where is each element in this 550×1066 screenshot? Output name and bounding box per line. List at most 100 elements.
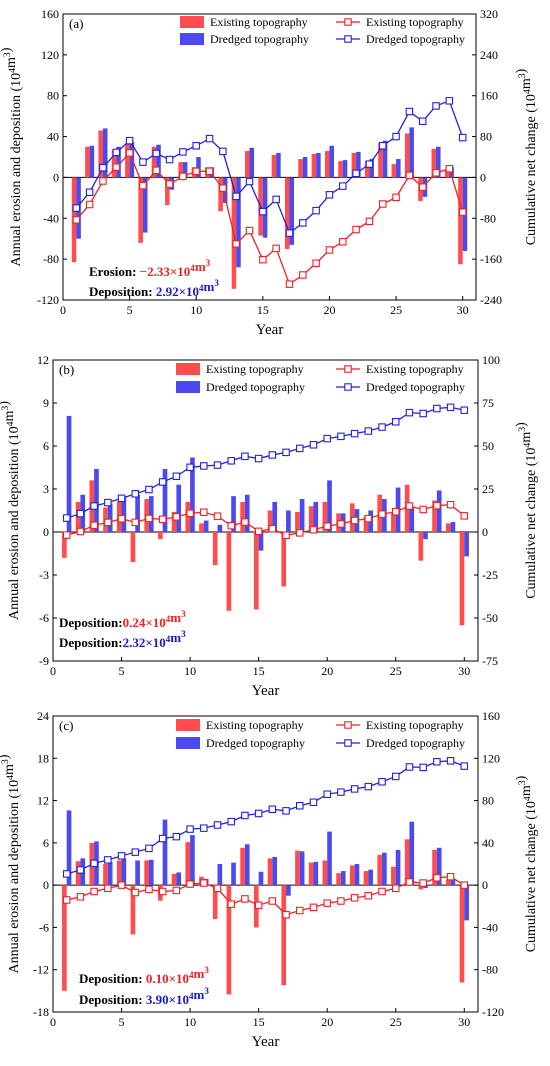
annotation-label: Deposition: — [89, 284, 153, 299]
bar-dredged — [368, 869, 373, 886]
bar-existing — [144, 860, 149, 886]
bar-existing — [218, 177, 223, 212]
bar-existing — [391, 511, 396, 532]
annotation-label: Deposition: — [59, 615, 123, 630]
bar-dredged — [258, 871, 264, 886]
bar-existing — [178, 162, 183, 178]
y-right-tick-label: 40 — [482, 836, 494, 850]
bar-existing — [284, 177, 290, 249]
y-left-tick-label: 40 — [47, 130, 59, 144]
x-tick-label: 15 — [253, 1015, 265, 1029]
marker-existing — [205, 167, 214, 176]
bar-existing — [298, 159, 303, 178]
marker-dredged — [125, 136, 134, 145]
y-left-tick-label: -6 — [39, 611, 49, 625]
marker-dredged — [104, 498, 112, 507]
bar-existing — [171, 873, 177, 886]
line-dredged — [66, 760, 465, 875]
bar-dredged — [409, 821, 415, 886]
marker-dredged — [213, 461, 222, 469]
legend-line-existing-swatch-marker — [344, 365, 352, 373]
marker-existing — [62, 531, 71, 539]
panel-label: (b) — [59, 362, 74, 377]
bar-dredged — [272, 856, 278, 886]
marker-dredged — [131, 490, 140, 498]
marker-dredged — [245, 177, 254, 186]
x-tick-label: 20 — [323, 303, 335, 317]
bar-existing — [165, 177, 170, 206]
marker-existing — [323, 522, 331, 530]
marker-existing — [131, 888, 140, 897]
bar-existing — [349, 865, 355, 886]
bar-dredged — [258, 532, 264, 551]
marker-dredged — [76, 509, 85, 518]
chart-panel-1: -120 -80 -40 0 40 80 120 160 -240 -160 -80 0 80 160 24… — [0, 7, 539, 338]
bar-existing — [62, 532, 67, 558]
bar-dredged — [217, 524, 223, 532]
marker-dredged — [365, 160, 374, 168]
bar-dredged — [382, 852, 387, 886]
marker-existing — [268, 524, 277, 533]
annotation-label: Deposition: — [59, 635, 123, 650]
y-left-tick-label: -18 — [33, 1005, 49, 1019]
bar-existing — [308, 862, 314, 886]
bar-existing — [445, 879, 451, 886]
bar-existing — [308, 506, 314, 532]
marker-dredged — [200, 824, 208, 832]
bar-dredged — [116, 146, 121, 178]
bar-dredged — [217, 864, 223, 886]
marker-existing — [282, 910, 290, 919]
legend-line-dredged-label: Dredged topography — [366, 736, 465, 750]
marker-dredged — [405, 763, 414, 771]
bar-dredged — [396, 159, 401, 178]
annotation-2: Deposition:2.32×104m3 — [59, 629, 186, 650]
legend-bar-dredged-label: Dredged topography — [210, 32, 309, 46]
marker-dredged — [378, 142, 387, 150]
y-right-tick-label: -50 — [482, 611, 498, 625]
panel-label: (c) — [59, 718, 73, 733]
marker-dredged — [309, 441, 318, 449]
annotation-label: Deposition: — [79, 971, 143, 986]
bar-dredged — [94, 468, 99, 532]
marker-dredged — [446, 757, 455, 765]
bar-dredged — [176, 484, 182, 532]
bar-existing — [445, 523, 451, 532]
bar-dredged — [450, 878, 456, 886]
marker-dredged — [186, 825, 194, 833]
y-right-tick-label: -75 — [482, 654, 498, 668]
bar-dredged — [203, 520, 209, 532]
legend-line-existing-swatch-marker — [344, 721, 352, 729]
y-left-tick-label: 6 — [43, 439, 49, 453]
y-right-tick-label: 240 — [480, 48, 498, 62]
y-left-tick-label: 18 — [37, 751, 49, 765]
marker-existing — [312, 259, 320, 267]
y-right-tick-label: 80 — [480, 130, 492, 144]
y-axis-label-left: Annual erosion and deposition (104m3) — [0, 401, 22, 620]
chart-panel-3: -18 -12 -6 0 6 12 18 24 -120 -80 -40 0 40 80 120 160 0 5 1… — [0, 709, 539, 1050]
annotation-1: Deposition:0.24×104m3 — [59, 609, 186, 630]
marker-dredged — [325, 191, 334, 199]
bar-dredged — [66, 415, 72, 532]
marker-existing — [259, 255, 267, 264]
marker-dredged — [112, 148, 121, 157]
y-right-tick-label: 50 — [482, 439, 494, 453]
y-left-tick-label: 0 — [53, 170, 59, 184]
y-right-tick-label: 120 — [482, 751, 500, 765]
bar-existing — [158, 532, 163, 540]
marker-dredged — [62, 870, 71, 878]
marker-existing — [200, 508, 208, 516]
bar-dredged — [89, 145, 95, 178]
marker-dredged — [117, 494, 126, 503]
marker-existing — [460, 881, 469, 889]
bar-existing — [322, 501, 328, 532]
marker-existing — [433, 501, 441, 510]
marker-dredged — [62, 514, 71, 522]
marker-dredged — [419, 763, 427, 772]
bar-dredged — [286, 885, 291, 896]
legend-line-existing-swatch-marker — [344, 18, 352, 26]
marker-dredged — [227, 457, 235, 465]
legend-bar-dredged-label: Dredged topography — [206, 736, 305, 750]
marker-existing — [152, 166, 161, 175]
bar-dredged — [148, 859, 154, 886]
legend-line-dredged-swatch-marker — [344, 383, 352, 391]
